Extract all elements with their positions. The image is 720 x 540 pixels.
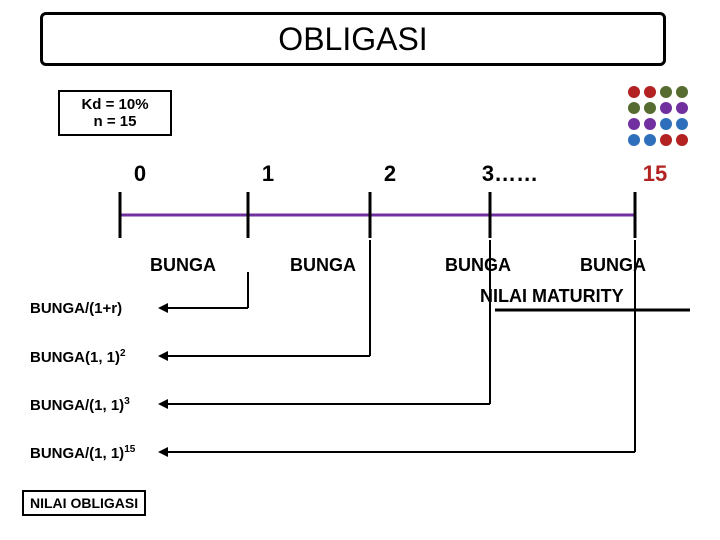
- timeline-tick-3: 3……: [470, 161, 550, 187]
- decor-dot: [676, 102, 688, 114]
- decor-dot: [660, 86, 672, 98]
- decor-dot: [628, 134, 640, 146]
- decor-dot: [628, 86, 640, 98]
- param-box: Kd = 10% n = 15: [58, 90, 172, 136]
- timeline-tick-2: 2: [350, 161, 430, 187]
- decor-dot: [676, 134, 688, 146]
- decor-dot: [676, 118, 688, 130]
- pv-label-1: BUNGA/(1+r): [30, 300, 122, 317]
- pv-label-2: BUNGA(1, 1)2: [30, 348, 126, 366]
- decor-dot: [676, 86, 688, 98]
- title-box: OBLIGASI: [40, 12, 666, 66]
- title-text: OBLIGASI: [278, 21, 427, 58]
- nilai-maturity-label: NILAI MATURITY: [480, 286, 624, 307]
- nilai-obligasi-box: NILAI OBLIGASI: [22, 490, 146, 516]
- decor-dot: [644, 118, 656, 130]
- decor-dot: [660, 102, 672, 114]
- param-line-1: Kd = 10%: [60, 96, 170, 113]
- timeline-tick-1: 1: [228, 161, 308, 187]
- decor-dot: [644, 134, 656, 146]
- decor-dot: [660, 118, 672, 130]
- timeline-tick-15: 15: [615, 161, 695, 187]
- bunga-label-3: BUNGA: [445, 255, 511, 276]
- decor-dot: [644, 86, 656, 98]
- decor-dot: [628, 118, 640, 130]
- timeline-tick-0: 0: [100, 161, 180, 187]
- param-line-2: n = 15: [60, 113, 170, 130]
- decor-dot: [628, 102, 640, 114]
- pv-label-3: BUNGA/(1, 1)3: [30, 396, 130, 414]
- pv-label-4: BUNGA/(1, 1)15: [30, 444, 135, 462]
- bunga-label-2: BUNGA: [290, 255, 356, 276]
- bunga-label-4: BUNGA: [580, 255, 646, 276]
- decor-dot: [644, 102, 656, 114]
- bunga-label-1: BUNGA: [150, 255, 216, 276]
- decor-dot: [660, 134, 672, 146]
